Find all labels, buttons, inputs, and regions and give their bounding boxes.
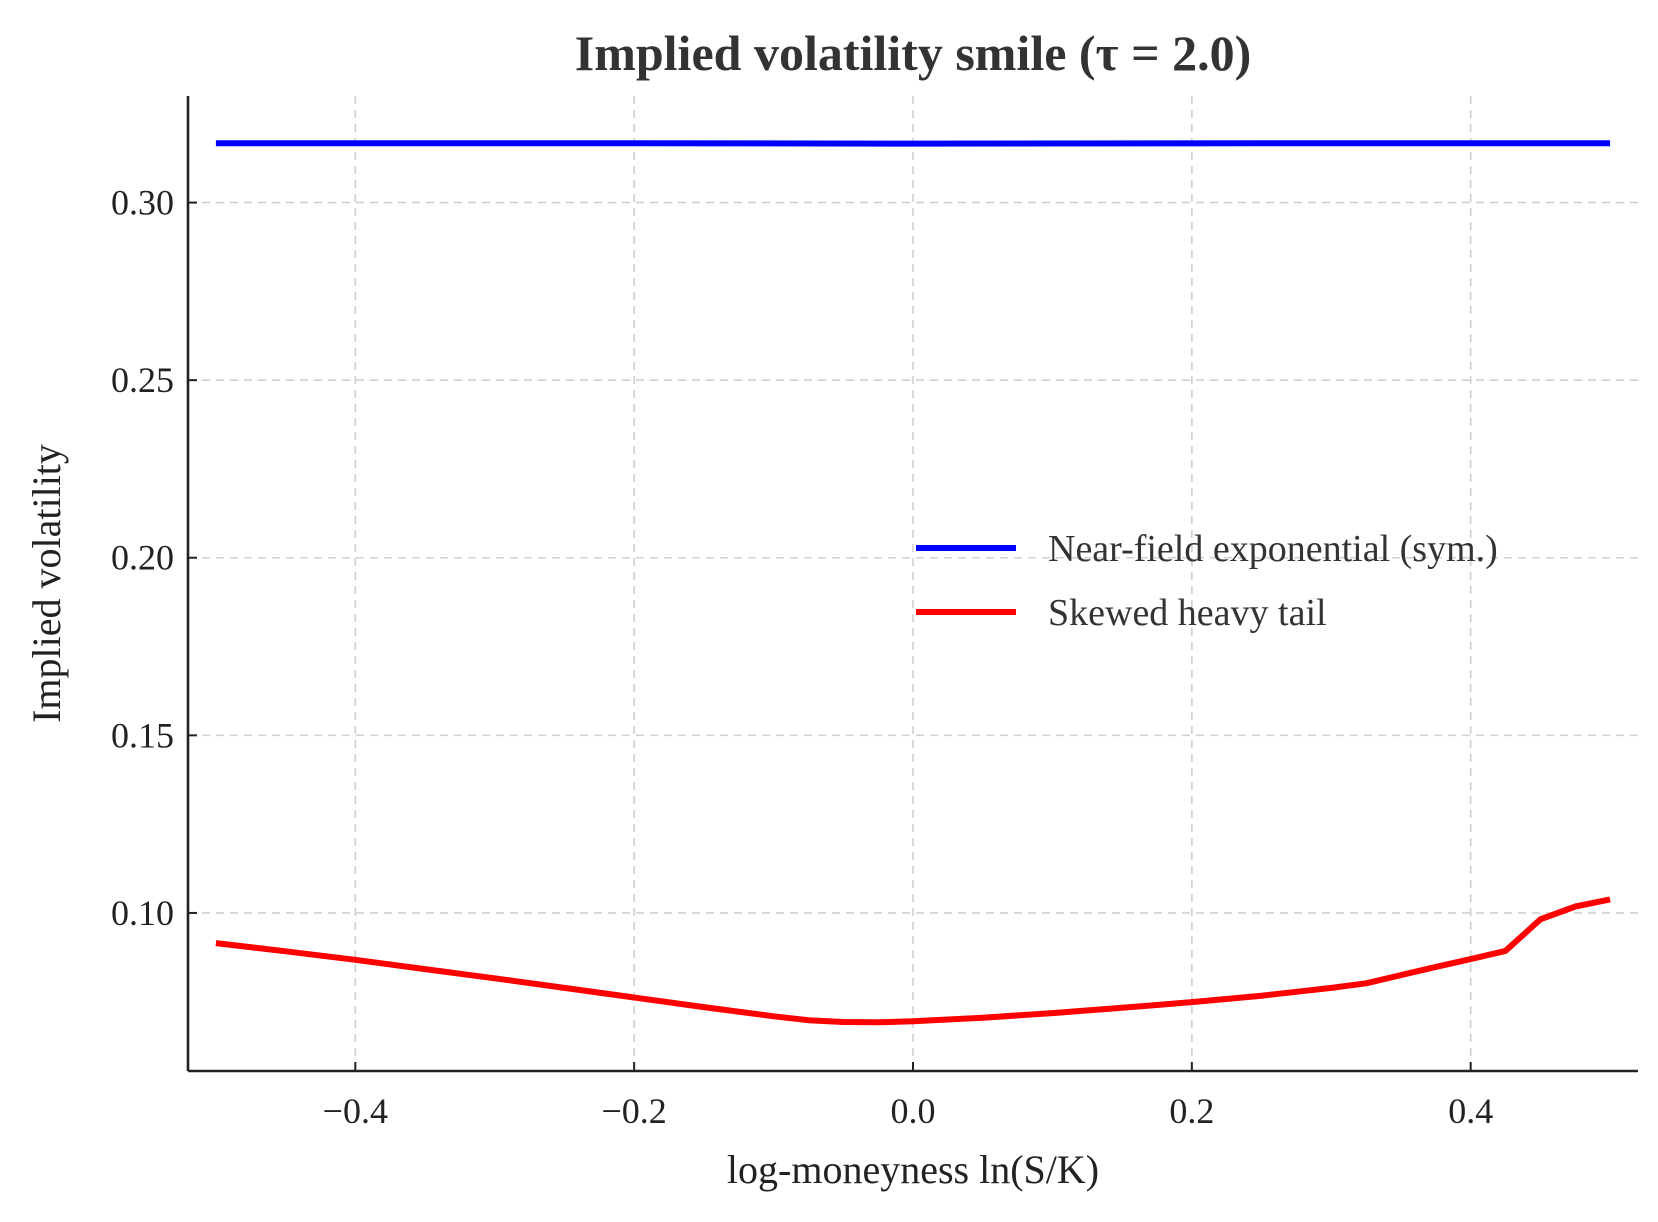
y-tick-label: 0.30 <box>111 183 174 223</box>
legend-label-2: Skewed heavy tail <box>1048 592 1327 634</box>
grid-lines <box>188 96 1638 1071</box>
legend: Near-field exponential (sym.) Skewed heav… <box>916 528 1498 634</box>
x-tick-label: −0.4 <box>323 1091 388 1131</box>
x-tick-label: −0.2 <box>601 1091 666 1131</box>
y-tick-label: 0.15 <box>111 715 174 755</box>
chart-title: Implied volatility smile (τ = 2.0) <box>575 25 1252 81</box>
y-tick-label: 0.10 <box>111 893 174 933</box>
x-axis-ticks: −0.4 −0.2 0.0 0.2 0.4 <box>323 1062 1493 1131</box>
y-axis-label: Implied volatility <box>24 444 69 723</box>
x-tick-label: 0.0 <box>891 1091 936 1131</box>
x-axis-label: log-moneyness ln(S/K) <box>727 1147 1099 1192</box>
y-axis-ticks: 0.10 0.15 0.20 0.25 0.30 <box>111 183 197 933</box>
x-tick-label: 0.2 <box>1169 1091 1214 1131</box>
y-tick-label: 0.20 <box>111 538 174 578</box>
series-line-2 <box>215 896 1611 1026</box>
y-tick-label: 0.25 <box>111 360 174 400</box>
series-lines <box>215 140 1611 1026</box>
legend-label-1: Near-field exponential (sym.) <box>1048 528 1498 570</box>
x-tick-label: 0.4 <box>1448 1091 1493 1131</box>
